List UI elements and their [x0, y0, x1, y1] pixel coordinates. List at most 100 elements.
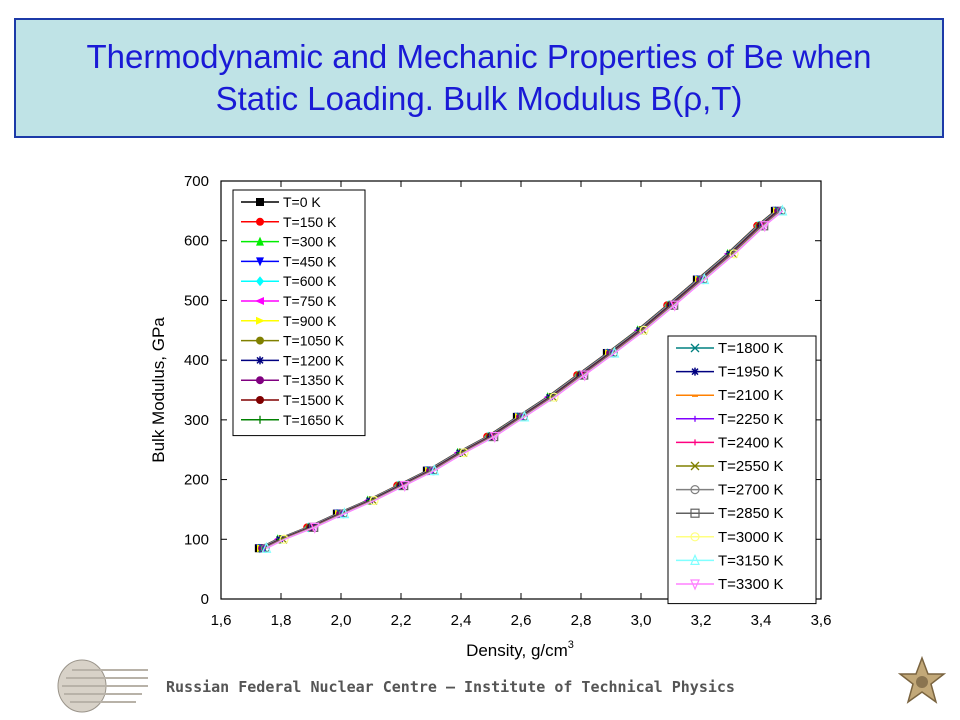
x-tick-label: 3,0 [631, 612, 652, 629]
legend-label: T=2550 K [718, 458, 783, 475]
data-point [579, 370, 590, 382]
legend-entry: T=900 K [241, 313, 337, 329]
title-line-1: Thermodynamic and Mechanic Properties of… [86, 38, 872, 75]
legend-entry: T=2100 K [676, 387, 783, 404]
y-tick-label: 700 [184, 173, 209, 190]
legend-marker [256, 217, 264, 226]
legend-entry: T=3300 K [676, 576, 783, 593]
series-t-3300-k [266, 210, 784, 549]
y-tick-label: 0 [201, 591, 209, 608]
legend-label: T=2400 K [718, 434, 783, 451]
x-axis-label: Density, g/cm3 [466, 639, 574, 660]
legend-marker [256, 356, 264, 365]
title-banner: Thermodynamic and Mechanic Properties of… [14, 18, 944, 138]
legend-marker [256, 257, 264, 267]
legend-entry: T=2850 K [676, 505, 783, 522]
legend-marker [256, 336, 264, 345]
legend-marker [256, 236, 264, 246]
x-tick-label: 3,4 [751, 612, 772, 629]
legend-entry: T=300 K [241, 234, 337, 250]
legend-box-left [232, 189, 366, 437]
data-point [759, 221, 770, 233]
y-axis-label: Bulk Modulus, GPa [149, 317, 168, 463]
legend-entry: T=1500 K [241, 392, 345, 408]
legend-marker [690, 343, 700, 353]
legend-marker [256, 415, 264, 424]
legend-label: T=1050 K [283, 333, 345, 349]
legend-entry: T=750 K [241, 293, 337, 309]
x-tick-label: 2,0 [331, 612, 352, 629]
legend-label: T=3300 K [718, 576, 783, 593]
legend-label: T=1950 K [718, 364, 783, 381]
legend-label: T=2100 K [718, 387, 783, 404]
legend-marker [690, 579, 700, 591]
legend-entry: T=1350 K [241, 372, 345, 388]
x-tick-label: 1,8 [271, 612, 292, 629]
legend-marker [256, 316, 265, 325]
legend-marker [256, 396, 264, 404]
legend-label: T=1500 K [283, 392, 345, 408]
institute-emblem-right [898, 656, 946, 704]
legend-label: T=300 K [283, 234, 337, 250]
y-tick-label: 300 [184, 412, 209, 429]
legend-entry: T=1200 K [241, 352, 345, 368]
legend-label: T=900 K [283, 313, 337, 329]
data-point [399, 480, 410, 493]
legend-marker [690, 532, 700, 542]
legend-entry: T=3000 K [676, 529, 783, 546]
legend-label: T=600 K [283, 273, 337, 289]
legend-marker [690, 461, 700, 471]
legend-entry: T=1050 K [241, 333, 345, 349]
legend-label: T=3000 K [718, 529, 783, 546]
legend-label: T=1200 K [283, 352, 345, 368]
y-tick-label: 100 [184, 531, 209, 548]
legend-marker [256, 276, 264, 287]
y-tick-label: 400 [184, 352, 209, 369]
legend-label: T=1350 K [283, 372, 345, 388]
x-tick-label: 2,8 [571, 612, 592, 629]
legend-entry: T=2250 K [676, 411, 783, 428]
data-point [309, 522, 320, 534]
x-tick-label: 2,2 [391, 612, 412, 629]
legend-entry: T=2700 K [676, 482, 783, 499]
institute-logo-left [57, 659, 148, 713]
legend-marker [690, 508, 700, 518]
y-tick-label: 600 [184, 233, 209, 250]
legend-entry: T=450 K [241, 253, 337, 269]
legend-label: T=0 K [283, 194, 321, 210]
data-point [279, 534, 289, 544]
data-point [777, 204, 788, 216]
legend-label: T=2850 K [718, 505, 783, 522]
legend-entry: T=1800 K [676, 340, 783, 357]
y-tick-label: 500 [184, 292, 209, 309]
legend-label: T=2700 K [718, 482, 783, 499]
legend-label: T=3150 K [718, 552, 783, 569]
data-point [369, 495, 379, 506]
legend-label: T=750 K [283, 293, 337, 309]
y-tick-label: 200 [184, 472, 209, 489]
x-tick-label: 3,2 [691, 612, 712, 629]
legend-label: T=1800 K [718, 340, 783, 357]
legend-entry: T=2550 K [676, 458, 783, 475]
legend-entry: T=1650 K [241, 412, 345, 428]
title-line-2: Static Loading. Bulk Modulus B(ρ,T) [215, 80, 743, 117]
legend-label: T=1650 K [283, 412, 345, 428]
legend-marker [255, 297, 264, 305]
legend-entry: T=1950 K [676, 364, 783, 381]
legend-label: T=2250 K [718, 411, 783, 428]
x-tick-label: 1,6 [211, 612, 232, 629]
data-point [489, 431, 500, 444]
x-tick-label: 2,4 [451, 612, 472, 629]
data-point [669, 300, 680, 312]
legend-entry: T=0 K [241, 194, 321, 210]
legend-box-right [667, 335, 817, 605]
legend-marker [690, 485, 700, 495]
x-tick-label: 3,6 [811, 612, 832, 629]
footer-institution: Russian Federal Nuclear Centre – Institu… [166, 678, 735, 696]
data-point [639, 325, 649, 335]
data-point [729, 249, 739, 259]
legend-entry: T=600 K [241, 273, 337, 289]
data-point [699, 273, 710, 285]
data-point [549, 392, 559, 402]
x-tick-label: 2,6 [511, 612, 532, 629]
